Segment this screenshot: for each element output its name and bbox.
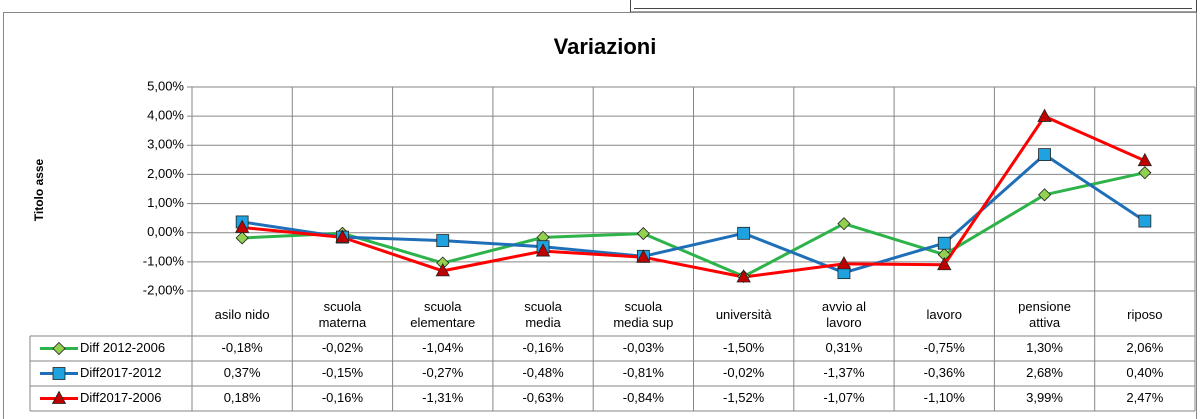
table-value: 0,18% [224,390,261,405]
data-point [636,227,650,241]
table-value: 0,37% [224,365,261,380]
x-tick-label: lavoro [926,307,962,322]
y-tick-label: 1,00% [147,195,184,210]
data-point [435,263,450,277]
data-point [636,249,651,263]
x-tick-label: scuola media [524,299,562,330]
table-value: 0,40% [1126,365,1163,380]
table-value: -1,31% [422,390,464,405]
series-line [242,114,1146,279]
table-value: -0,63% [522,390,564,405]
table-value: -0,48% [522,365,564,380]
x-tick-label: scuola media sup [613,299,674,330]
table-value: -1,07% [823,390,865,405]
chart-title: Variazioni [554,34,657,59]
y-tick-label: -2,00% [143,282,185,297]
y-axis-label: Titolo asse [32,158,46,221]
data-point [837,217,851,231]
data-point [235,231,249,245]
table-value: -0,16% [322,390,364,405]
table-value: -0,36% [924,365,966,380]
table-value: -0,03% [623,340,665,355]
table-value: -1,52% [723,390,765,405]
table-value: -1,10% [924,390,966,405]
table-value: 1,30% [1026,340,1063,355]
x-tick-label: scuola materna [318,299,367,330]
data-point [234,219,250,233]
legend-label: Diff 2012-2006 [80,340,165,355]
y-tick-label: 2,00% [147,166,184,181]
data-point [1037,188,1052,202]
table-value: -0,81% [623,365,665,380]
chart-frame [3,12,1197,419]
table-value: -0,15% [322,365,364,380]
table-value: -1,37% [823,365,865,380]
table-value: -1,04% [422,340,464,355]
data-point [1038,148,1051,162]
table-value: 2,06% [1126,340,1163,355]
data-point [1138,214,1152,228]
table-value: -0,16% [522,340,564,355]
table-value: -0,02% [723,365,765,380]
legend-label: Diff2017-2006 [80,390,161,405]
table-value: 2,68% [1026,365,1063,380]
y-tick-label: 3,00% [147,137,184,152]
legend-marker [52,341,66,356]
y-tick-label: 5,00% [147,78,184,93]
data-point [1137,152,1153,167]
table-value: 2,47% [1126,390,1163,405]
data-point [535,243,551,257]
table-value: -1,50% [723,340,765,355]
other-frame [630,0,1197,13]
series-line [242,171,1146,278]
table-value: -0,27% [422,365,464,380]
data-point [736,269,751,283]
legend-label: Diff2017-2012 [80,365,161,380]
data-point [836,256,852,270]
y-tick-label: 4,00% [147,108,184,123]
table-value: -0,02% [322,340,364,355]
table-value: 0,31% [826,340,863,355]
table-value: -0,18% [222,340,264,355]
data-point [1138,166,1152,180]
data-point [1037,108,1052,122]
legend-marker [52,367,66,380]
legend-marker [51,390,67,404]
table-value: -0,75% [924,340,966,355]
data-point [937,256,952,271]
data-point [335,229,350,243]
data-point [436,234,450,247]
table-value: -0,84% [623,390,665,405]
table-value: 3,99% [1026,390,1063,405]
x-tick-label: pensione attiva [1018,299,1071,330]
series-line [241,153,1146,275]
x-tick-label: scuola elementare [410,299,476,330]
x-tick-label: riposo [1127,307,1163,322]
y-tick-label: 0,00% [147,224,184,239]
y-tick-label: -1,00% [143,253,185,268]
x-tick-label: università [715,307,772,322]
x-tick-label: asilo nido [214,307,270,322]
x-tick-label: avvio al lavoro [821,299,866,330]
data-point [737,226,751,240]
data-point [937,236,951,250]
